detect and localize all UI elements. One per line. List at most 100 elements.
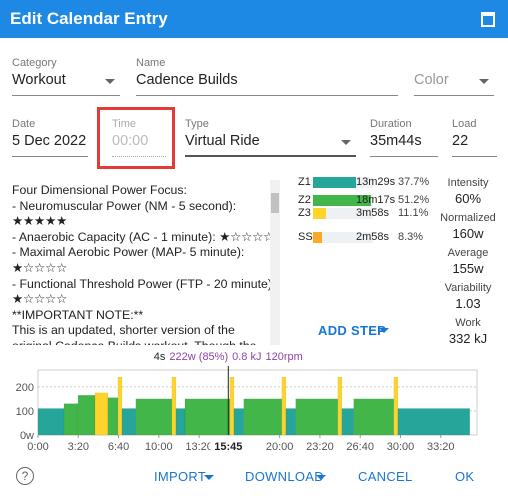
category-select[interactable]: Workout xyxy=(12,72,66,88)
x-tick-label: 3:20 xyxy=(68,441,89,453)
workout-step xyxy=(337,376,343,436)
cursor-power: 222w (85%) xyxy=(169,351,228,363)
ok-button[interactable]: OK xyxy=(455,469,475,484)
zone-name: Z2 xyxy=(298,194,311,206)
field-label: Name xyxy=(136,57,166,69)
workout-step xyxy=(243,398,283,436)
field-label: Time xyxy=(112,118,137,130)
load-input[interactable]: 22 xyxy=(452,133,469,149)
zone-track xyxy=(313,232,373,243)
workout-step xyxy=(184,398,231,436)
cursor-cadence: 120rpm xyxy=(265,351,302,363)
workout-step xyxy=(63,403,79,436)
zone-time: 18m17s xyxy=(356,194,396,206)
zone-bar xyxy=(313,177,356,188)
underline xyxy=(136,95,398,96)
underline xyxy=(185,155,356,157)
add-step-button[interactable]: ADD STEP xyxy=(318,323,387,338)
duration-input[interactable]: 35m44s xyxy=(370,133,422,149)
workout-step xyxy=(285,408,297,436)
dropdown-arrow xyxy=(479,79,489,84)
zone-time: 13m29s xyxy=(356,176,396,188)
workout-step xyxy=(37,408,65,436)
workout-step xyxy=(107,397,119,436)
workout-step xyxy=(341,408,355,436)
x-tick-label: 33:20 xyxy=(427,441,455,453)
workout-step xyxy=(393,376,399,436)
description-line: - Neuromuscular Power (NM - 5 second): xyxy=(12,198,237,213)
workout-step xyxy=(171,376,177,436)
y-tick-label: 200 xyxy=(16,382,34,394)
x-tick-label: 6:40 xyxy=(108,441,129,453)
type-select[interactable]: Virtual Ride xyxy=(185,133,260,149)
stat-label: Intensity xyxy=(447,177,489,189)
scrollbar[interactable] xyxy=(270,180,280,345)
description-line: ★★★★★ xyxy=(12,214,68,229)
workout-step xyxy=(281,376,287,436)
name-input[interactable]: Cadence Builds xyxy=(136,72,238,88)
dropdown-arrow xyxy=(204,475,214,480)
help-button[interactable]: ? xyxy=(16,467,34,485)
x-tick-label: 10:00 xyxy=(145,441,173,453)
import-button[interactable]: IMPORT xyxy=(154,469,207,484)
workout-step xyxy=(135,398,173,436)
x-tick-label: 26:40 xyxy=(346,441,374,453)
stat-label: Work xyxy=(455,317,481,329)
cursor-info: 4s 222w (85%) 0.8 kJ 120rpm xyxy=(154,351,303,363)
y-tick-label: 100 xyxy=(16,406,34,418)
description-line: Four Dimensional Power Focus: xyxy=(12,183,187,197)
stat-value: 160w xyxy=(452,226,484,241)
zone-pct: 11.1% xyxy=(398,207,429,219)
stat-value: 332 kJ xyxy=(448,331,488,346)
field-label: Type xyxy=(185,118,209,130)
header xyxy=(0,0,508,38)
description[interactable]: Four Dimensional Power Focus: - Neuromusc… xyxy=(12,183,274,345)
underline xyxy=(12,156,88,157)
scroll-thumb[interactable] xyxy=(271,193,279,213)
x-tick-label: 30:00 xyxy=(387,441,415,453)
workout-step xyxy=(175,408,186,436)
zone-bar xyxy=(313,232,323,243)
workout-step xyxy=(295,398,339,436)
description-line: **IMPORTANT NOTE:** xyxy=(12,307,144,322)
x-tick-label: 23:20 xyxy=(306,441,334,453)
zone-time: 2m58s xyxy=(356,231,390,243)
workout-step xyxy=(397,408,471,436)
field-label: Duration xyxy=(370,118,412,130)
cursor-energy: 0.8 kJ xyxy=(232,351,261,363)
workout-step xyxy=(229,376,235,436)
dropdown-arrow xyxy=(105,79,115,84)
cursor-label: 15:45 xyxy=(214,441,242,453)
color-select[interactable]: Color xyxy=(414,72,449,88)
time-input[interactable]: 00:00 xyxy=(112,133,149,149)
dropdown-arrow xyxy=(379,328,389,333)
cancel-button[interactable]: CANCEL xyxy=(358,469,413,484)
underline xyxy=(112,156,166,157)
workout-step xyxy=(117,376,123,436)
zone-pct: 37.7% xyxy=(398,176,430,188)
description-line: ★☆☆☆☆ xyxy=(12,260,68,275)
y-tick-label: 0w xyxy=(20,430,34,442)
stat-label: Normalized xyxy=(440,212,496,224)
field-label: Date xyxy=(12,118,36,130)
workout-step xyxy=(94,392,109,436)
underline xyxy=(12,95,120,96)
underline xyxy=(370,156,438,157)
workout-step xyxy=(77,395,96,436)
field-label: Category xyxy=(12,57,57,69)
x-tick-label: 0:00 xyxy=(27,441,48,453)
underline xyxy=(452,156,497,157)
title: Edit Calendar Entry xyxy=(10,9,168,28)
date-input[interactable]: 5 Dec 2022 xyxy=(12,133,87,149)
description-line: - Maximal Aerobic Power (MAP- 5 minute): xyxy=(12,245,245,260)
zone-name: SS xyxy=(298,231,313,243)
dropdown-arrow xyxy=(316,475,326,480)
maximize-button[interactable] xyxy=(481,12,495,27)
workout-step xyxy=(121,408,137,436)
zone-pct: 51.2% xyxy=(398,194,430,206)
download-button[interactable]: DOWNLOAD xyxy=(245,469,324,484)
description-line: original Cadence Builds workout. Though … xyxy=(12,339,274,345)
description-line: - Functional Threshold Power (FTP - 20 m… xyxy=(12,276,274,291)
underline xyxy=(414,95,494,96)
